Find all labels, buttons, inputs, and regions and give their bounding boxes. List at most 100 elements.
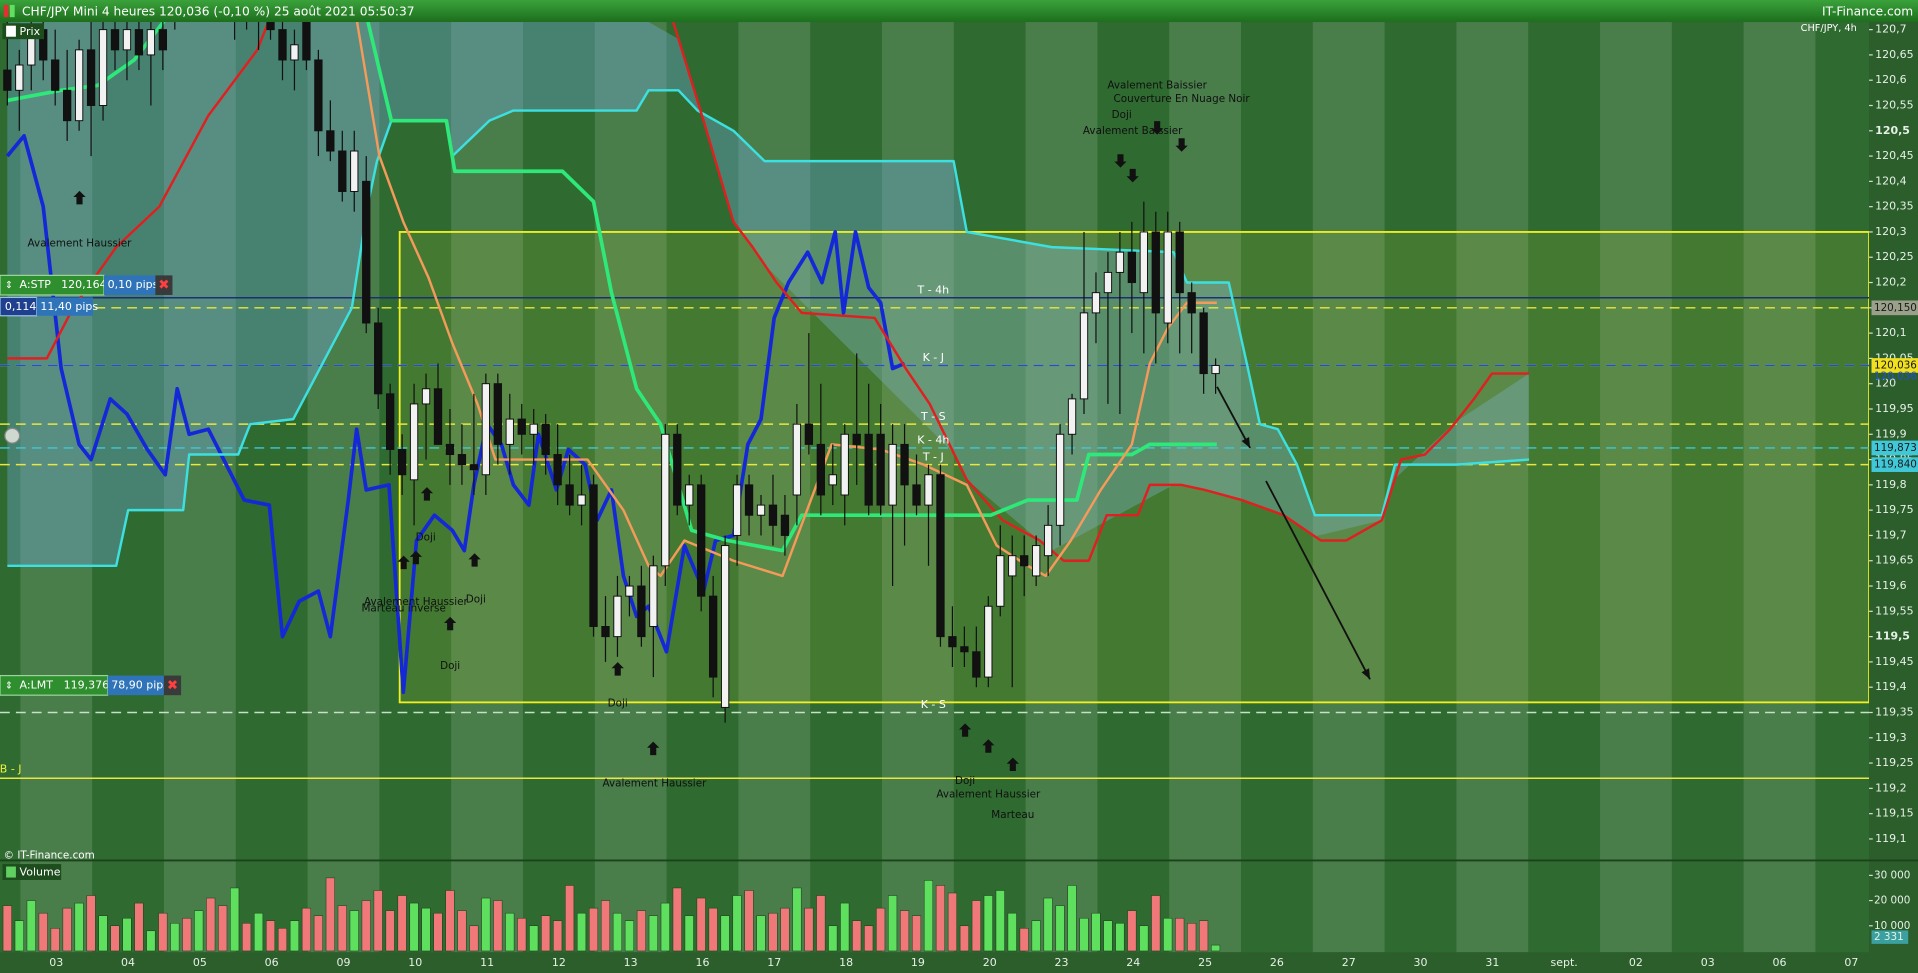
candle-body xyxy=(649,565,658,627)
volume-bar xyxy=(732,895,742,952)
candle-body xyxy=(350,150,359,192)
candle-body xyxy=(601,626,610,638)
volume-bar xyxy=(589,907,599,952)
down-arrow xyxy=(1114,154,1127,168)
volume-bar xyxy=(445,890,455,952)
candle-body xyxy=(816,443,825,496)
volume-bar xyxy=(577,912,587,952)
y-tick-label: 119,4 xyxy=(1875,680,1906,693)
candle-body xyxy=(924,474,933,506)
candle-body xyxy=(385,393,395,450)
volume-bar xyxy=(529,925,539,952)
volume-bar xyxy=(1091,912,1101,952)
indicator-line xyxy=(7,89,1530,568)
volume-bar xyxy=(98,915,108,952)
y-tick-label: 120,2 xyxy=(1875,276,1906,289)
candle-body xyxy=(15,64,24,91)
candle-body xyxy=(708,595,718,678)
volume-bar xyxy=(254,912,264,952)
stop-order[interactable]: ⇕ A:STP 120,164 0,10 pips ✖ xyxy=(0,274,173,296)
candle-body xyxy=(493,383,502,445)
title: CHF/JPY Mini 4 heures 120,036 (-0,10 %) … xyxy=(22,5,415,19)
y-tick-label: 119,15 xyxy=(1875,807,1913,820)
volume-bar xyxy=(900,910,910,952)
candle-body xyxy=(1067,398,1077,435)
order-price: 119,376 xyxy=(64,678,109,691)
level-label: SSB - J xyxy=(0,763,22,776)
info-value: 0,114 xyxy=(5,300,36,313)
limit-order[interactable]: ⇕ A:LMT 119,376 78,90 pips ✖ xyxy=(0,674,182,696)
volume-bar xyxy=(218,905,228,952)
candle-body xyxy=(1103,271,1113,294)
candle-body xyxy=(338,150,347,192)
candle-body xyxy=(457,454,467,466)
candle-body xyxy=(146,29,156,56)
up-arrow xyxy=(397,555,410,570)
candle-body xyxy=(948,636,957,648)
candle-body xyxy=(326,130,335,152)
order-pips: 78,90 pips xyxy=(111,678,169,691)
candle-body xyxy=(804,423,814,445)
candle-body xyxy=(266,22,275,31)
y-tick-label: 119,2 xyxy=(1875,781,1906,794)
volume-bar xyxy=(923,880,934,952)
level-axis-label: 120,150 xyxy=(1874,302,1917,314)
volume-bar xyxy=(421,907,431,952)
candle-body xyxy=(290,44,299,61)
candle-body xyxy=(1043,524,1053,557)
x-tick-label: 19 xyxy=(911,956,925,969)
window-icon xyxy=(9,4,15,18)
y-tick-label: 119,1 xyxy=(1875,832,1906,845)
x-tick-label: 27 xyxy=(1342,956,1356,969)
candle-body xyxy=(1187,292,1196,314)
volume-tick-label: 10 000 xyxy=(1874,920,1910,932)
volume-bar xyxy=(158,912,168,952)
order-close[interactable] xyxy=(155,275,173,295)
volume-bar xyxy=(505,912,515,952)
volume-tick-label: 30 000 xyxy=(1874,869,1910,881)
candle-body xyxy=(1032,545,1041,577)
volume-bar xyxy=(1163,917,1173,952)
indicator-line xyxy=(355,22,1217,578)
x-tick-label: 18 xyxy=(839,956,853,969)
candle-body xyxy=(852,433,861,445)
volume-bar xyxy=(289,920,299,952)
x-tick-label: 17 xyxy=(767,956,781,969)
candle-body xyxy=(960,646,969,653)
volume-bar xyxy=(1127,910,1137,952)
volume-bar xyxy=(672,887,682,952)
candle-body xyxy=(397,448,407,476)
window-icon xyxy=(3,4,9,18)
candle-body xyxy=(553,454,562,486)
volume-bar xyxy=(600,900,611,952)
trend-arrow-head xyxy=(1361,668,1370,680)
volume-bar xyxy=(182,917,192,952)
volume-bar xyxy=(1103,920,1113,952)
candle-body xyxy=(900,443,909,486)
pattern-label: Doji xyxy=(466,594,486,606)
volume-bar xyxy=(277,928,288,952)
x-tick-label: 10 xyxy=(408,956,422,969)
volume-bar xyxy=(493,900,503,952)
down-arrow xyxy=(1151,121,1164,135)
price-panel-label: Prix xyxy=(20,25,41,38)
pattern-label: Avalement Baissier xyxy=(1083,125,1183,137)
x-tick-label: 11 xyxy=(480,956,494,969)
level-label: T - J xyxy=(922,450,944,463)
day-stripe xyxy=(1169,22,1242,953)
x-tick-label: 02 xyxy=(1629,956,1643,969)
volume-bar xyxy=(840,902,850,952)
order-close-icon: ✖ xyxy=(158,278,169,293)
volume-bar xyxy=(565,885,575,952)
tool-icon[interactable] xyxy=(4,427,21,444)
order-close[interactable] xyxy=(163,675,182,696)
volume-bar xyxy=(397,895,407,952)
volume-bar xyxy=(959,925,969,952)
volume-bar xyxy=(553,920,563,952)
y-tick-label: 119,25 xyxy=(1875,756,1913,769)
candle-body xyxy=(613,595,622,638)
candle-body xyxy=(374,322,383,395)
order-pips-box xyxy=(103,275,156,295)
panel-tab[interactable] xyxy=(2,864,62,880)
volume-bar xyxy=(1115,923,1125,952)
